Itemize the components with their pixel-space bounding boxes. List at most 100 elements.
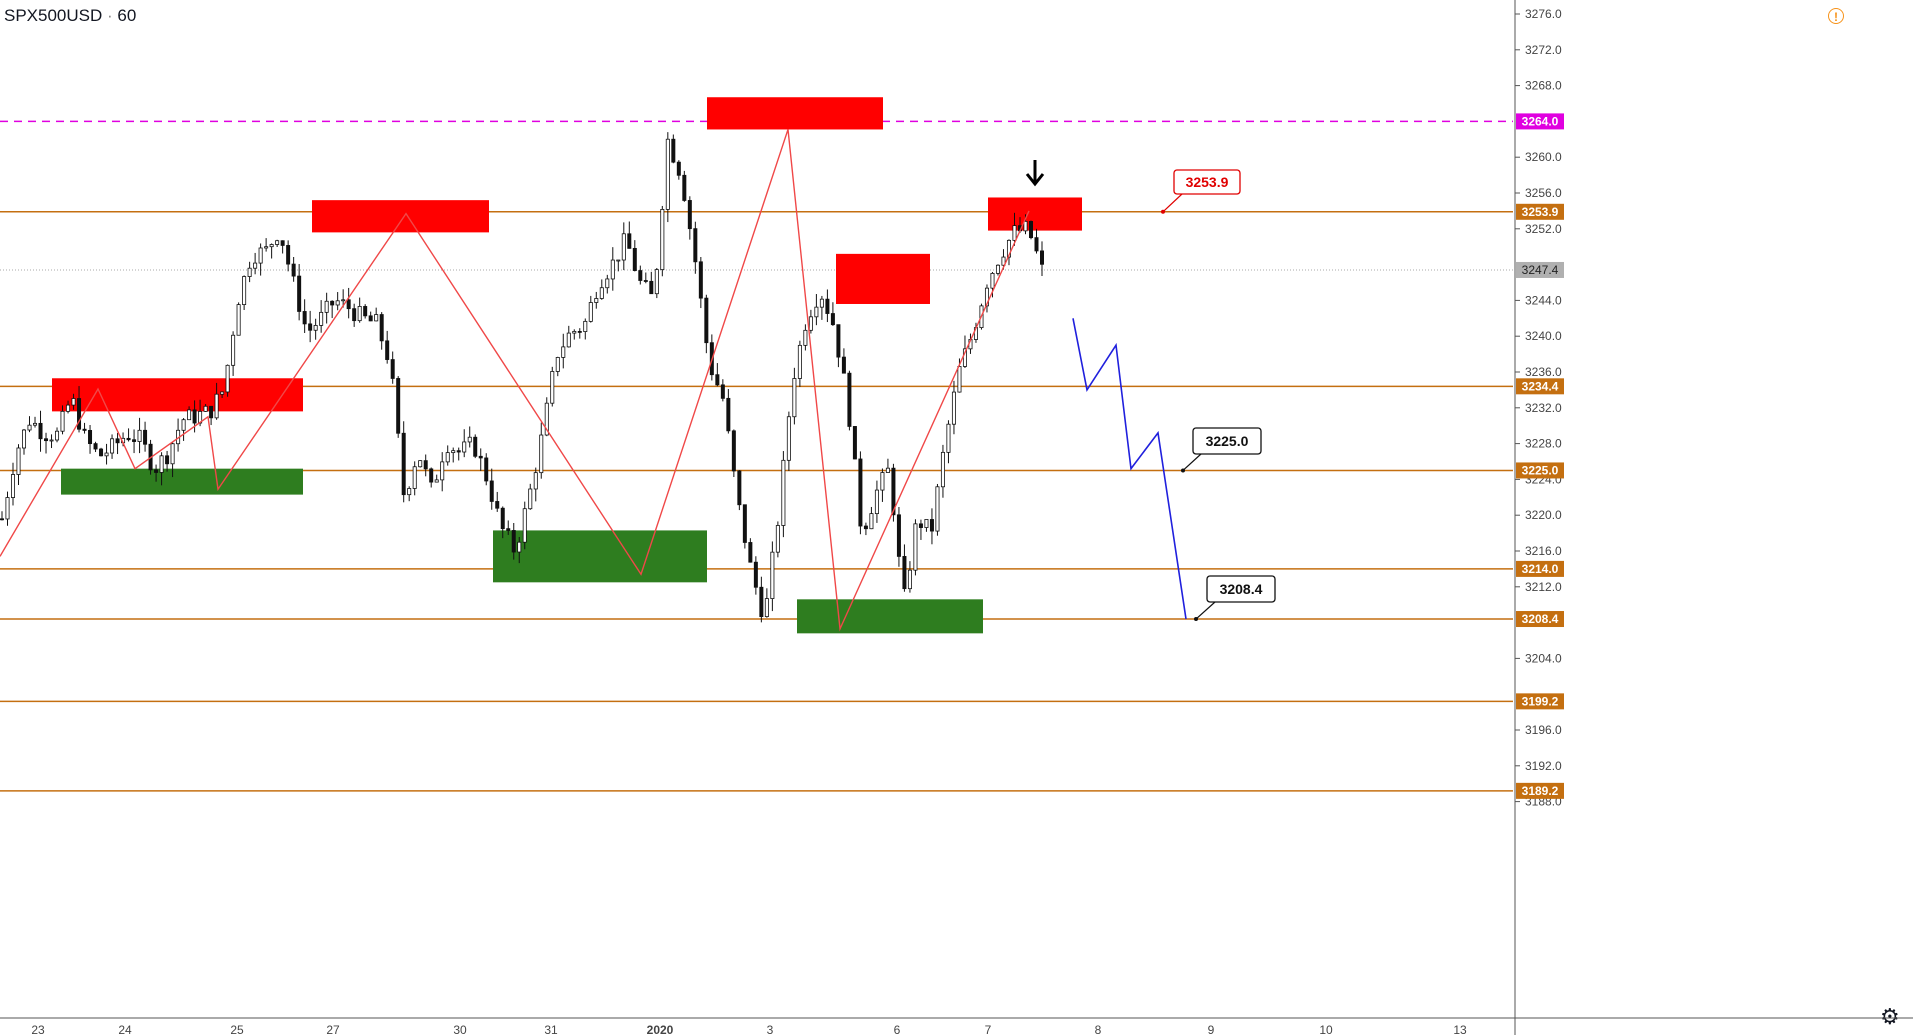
candle-body: [357, 306, 362, 322]
candle-body: [660, 208, 665, 271]
candle-body: [220, 391, 225, 395]
candle-body: [5, 497, 10, 520]
x-tick-label: 10: [1319, 1023, 1333, 1035]
candle-body: [38, 422, 43, 440]
candle-body: [638, 270, 643, 281]
candle-body: [110, 438, 115, 454]
candle-body: [649, 280, 654, 295]
dashed-level-tag: [1516, 113, 1564, 130]
candle-body: [682, 174, 687, 201]
candle-body: [352, 308, 357, 322]
candle-body: [275, 240, 280, 245]
candle-body: [555, 357, 560, 372]
level-price-tag: [1516, 611, 1564, 628]
candle-body: [192, 409, 197, 424]
candle-body: [1040, 250, 1045, 265]
candle-body: [313, 325, 318, 331]
candle-body: [781, 459, 786, 526]
candle-body: [852, 426, 857, 460]
candle-body: [1001, 256, 1006, 266]
y-tick-label: 3216.0: [1525, 544, 1562, 558]
candle-body: [104, 452, 109, 457]
candle-body: [753, 561, 758, 588]
callout-box: [1206, 575, 1276, 603]
symbol-label: SPX500USD: [4, 6, 103, 25]
candle-body: [1023, 221, 1028, 232]
y-tick-label: 3260.0: [1525, 150, 1562, 164]
candle-body: [297, 275, 302, 312]
level-price-label: 3208.4: [1522, 612, 1559, 626]
candle-body: [891, 467, 896, 516]
candle-body: [319, 311, 324, 326]
candle-body: [44, 438, 49, 442]
x-tick-label: 23: [31, 1023, 45, 1035]
title-separator: ·: [107, 6, 113, 25]
candle-body: [165, 455, 170, 465]
candle-body: [1006, 239, 1011, 258]
candle-body: [836, 324, 841, 358]
y-tick-label: 3268.0: [1525, 79, 1562, 93]
supply-zone: [707, 97, 883, 130]
candle-body: [610, 259, 615, 280]
candle-body: [269, 244, 274, 248]
candle-body: [412, 466, 417, 489]
callout-anchor: [1194, 617, 1198, 622]
candle-body: [231, 334, 236, 366]
candle-body: [143, 429, 148, 445]
x-tick-label: 7: [985, 1023, 992, 1035]
candle-body: [539, 434, 544, 474]
candle-body: [126, 437, 131, 441]
candle-body: [896, 514, 901, 557]
candle-body: [643, 280, 648, 282]
candle-body: [478, 455, 483, 459]
candle-body: [418, 460, 423, 468]
candle-body: [242, 276, 247, 305]
candle-body: [401, 432, 406, 496]
candle-body: [797, 344, 802, 379]
candle-body: [137, 429, 142, 442]
candle-body: [385, 340, 390, 360]
candle-body: [572, 331, 577, 334]
candle-body: [830, 313, 835, 326]
candle-body: [302, 311, 307, 325]
candle-body: [247, 267, 252, 277]
candle-body: [770, 551, 775, 599]
candle-body: [594, 298, 599, 303]
candle-body: [236, 304, 241, 336]
candle-body: [253, 262, 258, 269]
candle-body: [341, 299, 346, 302]
candle-body: [693, 228, 698, 263]
level-price-label: 3214.0: [1522, 562, 1559, 576]
candle-body: [858, 458, 863, 527]
y-tick-label: 3236.0: [1525, 365, 1562, 379]
candle-body: [627, 233, 632, 249]
candle-body: [308, 323, 313, 331]
candle-body: [225, 364, 230, 393]
candle-body: [720, 384, 725, 399]
y-tick-label: 3272.0: [1525, 43, 1562, 57]
candle-body: [632, 247, 637, 271]
candle-body: [748, 542, 753, 563]
candle-body: [16, 447, 21, 475]
x-tick-label: 6: [894, 1023, 901, 1035]
candle-body: [731, 430, 736, 472]
candle-body: [93, 443, 98, 450]
candle-body: [907, 569, 912, 590]
warning-circle-icon[interactable]: !: [1828, 8, 1844, 24]
dashed-level-label: 3264.0: [1522, 114, 1559, 128]
x-tick-label: 13: [1453, 1023, 1467, 1035]
candle-body: [88, 430, 93, 445]
candle-body: [533, 472, 538, 490]
candle-body: [913, 523, 918, 571]
x-tick-label: 3: [767, 1023, 774, 1035]
candle-body: [885, 467, 890, 473]
gear-icon[interactable]: ⚙: [1880, 1004, 1900, 1029]
callout-pointer: [1162, 193, 1183, 213]
candle-body: [687, 200, 692, 230]
candle-body: [374, 314, 379, 322]
candle-body: [60, 410, 65, 432]
candle-body: [522, 508, 527, 543]
candle-body: [346, 299, 351, 310]
candle-body: [11, 474, 16, 498]
